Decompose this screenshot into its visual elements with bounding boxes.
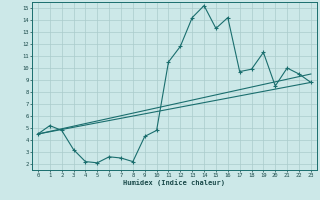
X-axis label: Humidex (Indice chaleur): Humidex (Indice chaleur) xyxy=(124,179,225,186)
